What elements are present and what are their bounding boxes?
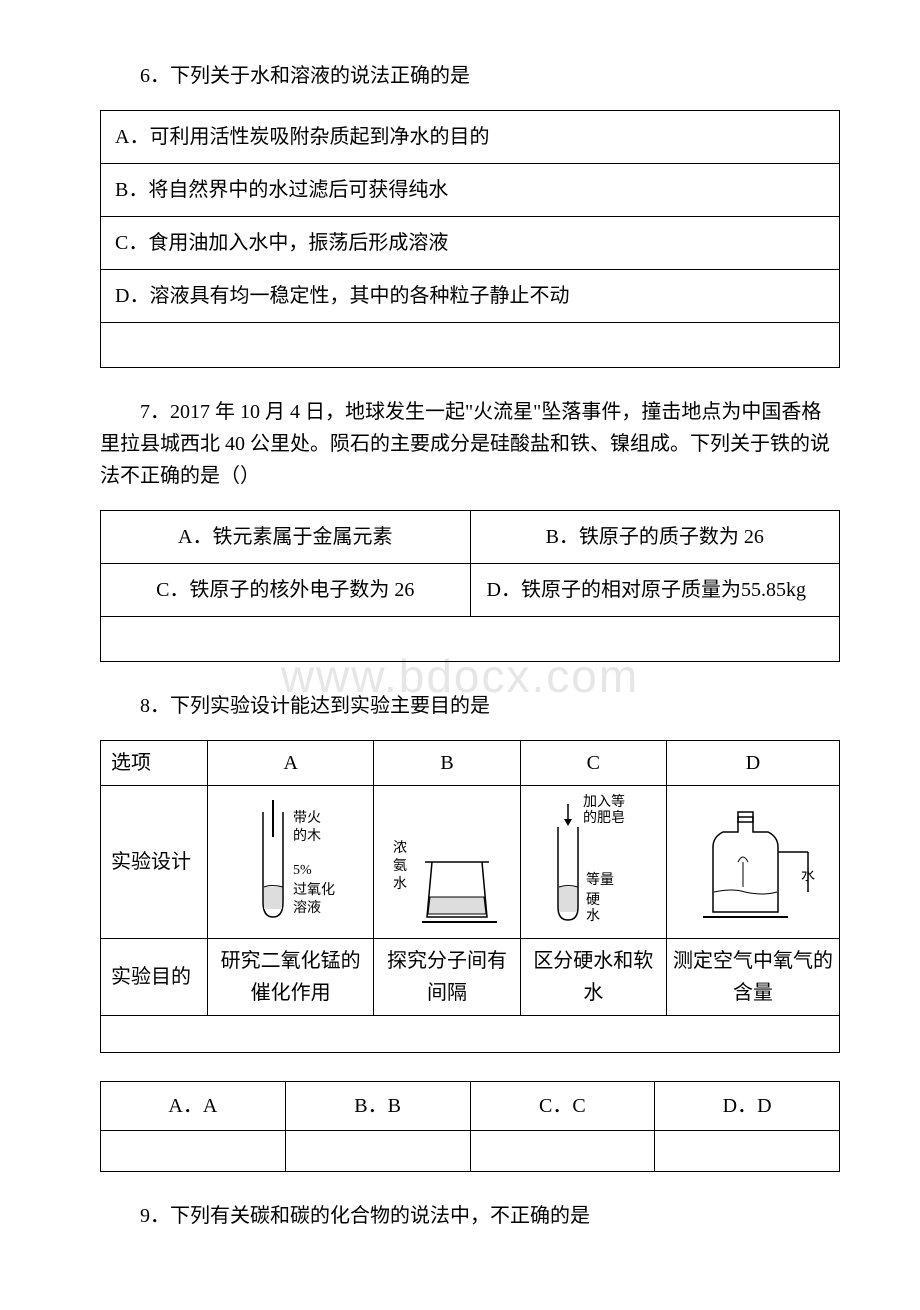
q7-option-d: D．铁原子的相对原子质量为55.85kg <box>470 564 840 617</box>
q8-purpose-a: 研究二氧化锰的催化作用 <box>208 939 374 1016</box>
q8-ans-empty-b <box>285 1131 470 1172</box>
q8a-label-top2: 的木 <box>293 828 321 844</box>
q8-diagram-d: 水 <box>666 786 839 939</box>
q8-answer-table: A．A B．B C．C D．D <box>100 1081 840 1172</box>
q6-option-a: A．可利用活性炭吸附杂质起到净水的目的 <box>101 111 840 164</box>
q8c-label-bot1: 硬 <box>586 893 600 908</box>
q8-ans-a: A．A <box>101 1082 286 1131</box>
q8c-label-bot2: 水 <box>586 908 600 924</box>
q6-options-table: A．可利用活性炭吸附杂质起到净水的目的 B．将自然界中的水过滤后可获得纯水 C．… <box>100 110 840 368</box>
q8-ans-empty-d <box>655 1131 840 1172</box>
q6-prompt: 6．下列关于水和溶液的说法正确的是 <box>100 60 840 92</box>
q8-ans-b: B．B <box>285 1082 470 1131</box>
q7-option-b: B．铁原子的质子数为 26 <box>470 511 840 564</box>
q8d-label-right: 水 <box>801 868 815 884</box>
q8b-label3: 水 <box>393 876 407 892</box>
q7-option-a: A．铁元素属于金属元素 <box>101 511 471 564</box>
document-body: 6．下列关于水和溶液的说法正确的是 A．可利用活性炭吸附杂质起到净水的目的 B．… <box>100 60 840 1232</box>
q8-ans-empty-a <box>101 1131 286 1172</box>
q6-option-c: C．食用油加入水中，振荡后形成溶液 <box>101 217 840 270</box>
q7-options-table: A．铁元素属于金属元素 B．铁原子的质子数为 26 C．铁原子的核外电子数为 2… <box>100 510 840 662</box>
q8-header-option: 选项 <box>101 741 208 786</box>
q8-diagram-c: 加入等 的肥皂 等量 硬 水 <box>520 786 666 939</box>
q8a-label-bot1: 过氧化 <box>293 882 335 898</box>
q8-diagram-a: 带火 的木 5% 过氧化 溶液 <box>208 786 374 939</box>
q7-prompt: 7．2017 年 10 月 4 日，地球发生一起"火流星"坠落事件，撞击地点为中… <box>100 396 840 492</box>
q7-option-c: C．铁原子的核外电子数为 26 <box>101 564 471 617</box>
q8-prompt: 8．下列实验设计能达到实验主要目的是 <box>100 690 840 722</box>
q6-option-b: B．将自然界中的水过滤后可获得纯水 <box>101 164 840 217</box>
q8-main-table: 选项 A B C D 实验设计 带 <box>100 740 840 1053</box>
q8-purpose-c: 区分硬水和软水 <box>520 939 666 1016</box>
q6-option-d: D．溶液具有均一稳定性，其中的各种粒子静止不动 <box>101 270 840 323</box>
q8b-label1: 浓 <box>393 840 407 856</box>
q8-header-d: D <box>666 741 839 786</box>
q8c-label-top1: 加入等 <box>583 793 625 810</box>
q8a-label-top: 带火 <box>293 810 321 826</box>
q6-empty-row <box>101 323 840 368</box>
q8c-label-mid: 等量 <box>586 871 614 888</box>
q7-empty-row <box>101 617 840 662</box>
q8-ans-empty-c <box>470 1131 655 1172</box>
q8-purpose-d: 测定空气中氧气的含量 <box>666 939 839 1016</box>
q8a-label-bot2: 溶液 <box>293 900 321 916</box>
q8-purpose-label: 实验目的 <box>101 939 208 1016</box>
q8-header-b: B <box>374 741 520 786</box>
q8-ans-d: D．D <box>655 1082 840 1131</box>
q8-ans-c: C．C <box>470 1082 655 1131</box>
q8-diagram-b: 浓 氨 水 <box>374 786 520 939</box>
q8-design-label: 实验设计 <box>101 786 208 939</box>
q8c-label-top2: 的肥皂 <box>583 810 625 826</box>
q8b-label2: 氨 <box>393 858 407 874</box>
q8-empty-row <box>101 1016 840 1053</box>
q8a-label-mid: 5% <box>293 863 312 878</box>
q8-header-a: A <box>208 741 374 786</box>
q9-prompt: 9．下列有关碳和碳的化合物的说法中，不正确的是 <box>100 1200 840 1232</box>
q8-purpose-b: 探究分子间有间隔 <box>374 939 520 1016</box>
q8-header-c: C <box>520 741 666 786</box>
